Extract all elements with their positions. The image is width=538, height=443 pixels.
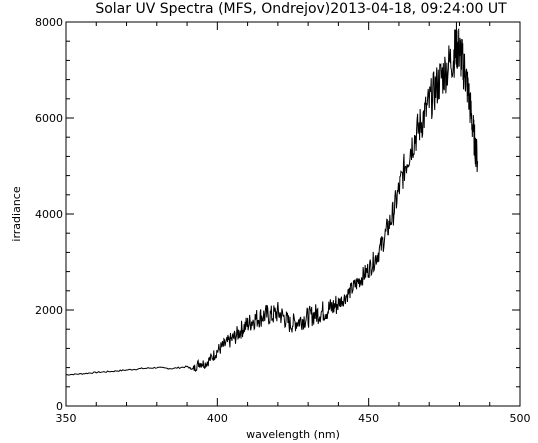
y-tick-label: 4000 bbox=[35, 208, 63, 221]
x-tick-label: 500 bbox=[510, 412, 531, 425]
y-tick-label: 8000 bbox=[35, 16, 63, 29]
y-tick-label: 2000 bbox=[35, 304, 63, 317]
x-axis-label: wavelength (nm) bbox=[246, 428, 340, 441]
x-tick-labels: 350 400 450 500 bbox=[56, 412, 531, 425]
y-tick-label: 6000 bbox=[35, 112, 63, 125]
chart-title: Solar UV Spectra (MFS, Ondrejov)2013-04-… bbox=[95, 1, 507, 17]
x-tick-label: 450 bbox=[358, 412, 379, 425]
plot-frame bbox=[65, 21, 521, 407]
y-axis-label: irradiance bbox=[10, 186, 23, 241]
x-tick-label: 350 bbox=[56, 412, 77, 425]
y-tick-label: 0 bbox=[56, 400, 63, 413]
y-tick-labels: 0 2000 4000 6000 8000 bbox=[35, 16, 63, 413]
x-tick-label: 400 bbox=[207, 412, 228, 425]
axis-ticks bbox=[65, 21, 521, 407]
series-line bbox=[65, 22, 479, 376]
